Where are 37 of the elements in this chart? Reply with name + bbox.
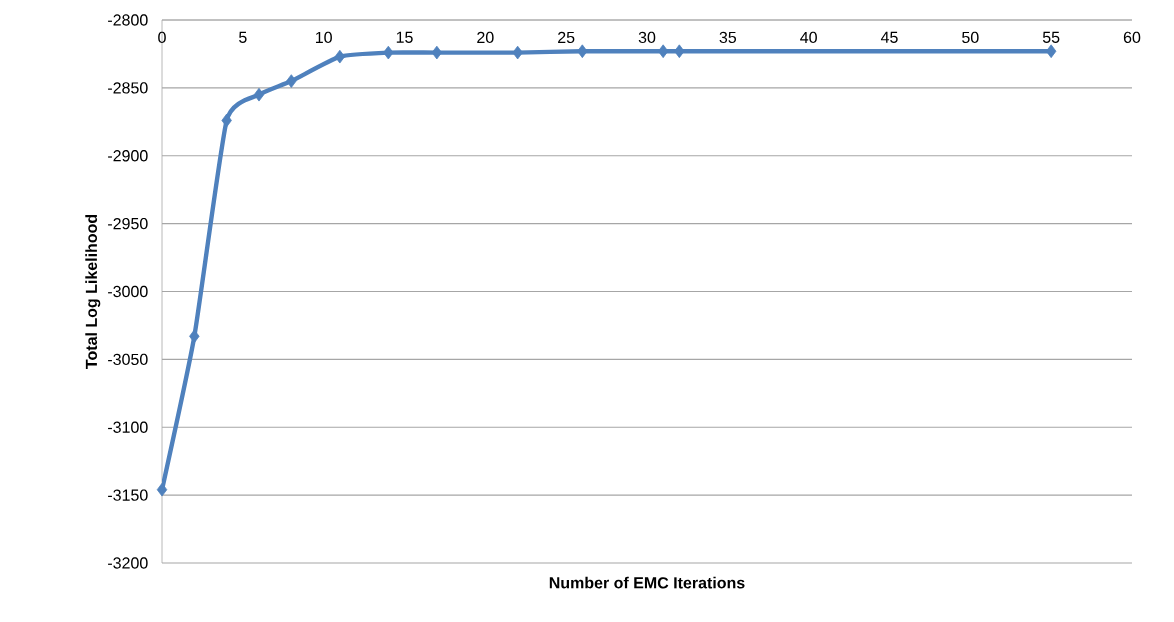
point: [657, 44, 669, 59]
x-tick-label: 30: [638, 31, 656, 44]
x-tick-label: 60: [1123, 31, 1141, 44]
x-tick-label: 20: [477, 31, 494, 44]
point: [1045, 44, 1057, 59]
point: [383, 45, 394, 60]
x-tick-label: 50: [962, 31, 979, 44]
y-tick-label: -2800: [108, 14, 148, 26]
y-axis-title: Total Log Likelihood: [85, 214, 101, 369]
point: [334, 49, 346, 64]
y-tick-label: -3200: [108, 557, 148, 569]
y-tick-label: -3150: [108, 489, 148, 501]
y-tick-label: -3100: [108, 421, 148, 433]
point: [253, 87, 265, 102]
point: [189, 329, 200, 344]
y-tick-label: -2900: [108, 150, 148, 162]
x-axis-title: Number of EMC Iterations: [549, 576, 745, 589]
x-tick-label: 25: [558, 31, 575, 44]
point: [674, 44, 685, 59]
y-tick-label: -3050: [108, 353, 148, 366]
x-tick-label: 55: [1042, 31, 1060, 43]
point: [286, 74, 297, 88]
point: [221, 113, 232, 128]
x-tick-label: 5: [239, 31, 247, 43]
x-tick-label: 15: [396, 31, 413, 43]
x-tick-label: 35: [719, 31, 737, 44]
point: [431, 45, 443, 60]
x-tick-label: 45: [880, 31, 898, 43]
y-tick-label: -3000: [108, 285, 148, 298]
x-tick-label: 10: [315, 31, 332, 44]
point: [512, 45, 523, 60]
point: [577, 44, 588, 59]
point: [156, 482, 168, 497]
x-tick-label: 40: [800, 31, 817, 44]
x-tick-label: 0: [158, 31, 166, 44]
y-tick-label: -2950: [108, 217, 148, 230]
y-tick-label: -2850: [108, 82, 148, 94]
